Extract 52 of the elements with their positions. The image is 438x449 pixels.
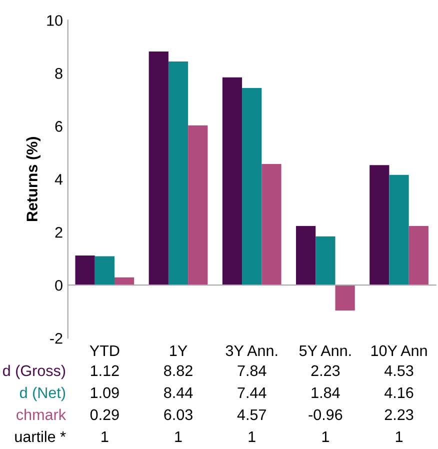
- bar: [168, 62, 188, 286]
- data-label: -0.96: [308, 409, 342, 420]
- text: 1: [175, 431, 182, 442]
- x-tick-label: 10Y Ann: [371, 345, 427, 356]
- data-label: 8.82: [164, 365, 192, 376]
- y-axis-title: Returns (%): [26, 137, 40, 221]
- x-tick-label: 3Y Ann.: [226, 345, 278, 356]
- x-tick-label: YTD: [90, 345, 120, 356]
- bar: [75, 255, 95, 286]
- text: uartile *: [15, 430, 66, 442]
- y-tick-label: 10: [47, 15, 62, 26]
- data-label: 1.84: [312, 387, 340, 398]
- y-tick-label: 0: [55, 280, 62, 291]
- text: 1: [102, 431, 108, 442]
- bar: [242, 88, 262, 286]
- text: 1: [322, 431, 329, 442]
- bar: [262, 164, 282, 286]
- data-label: 7.44: [238, 387, 266, 398]
- text: d (Gross): [2, 364, 66, 380]
- data-label: 4.53: [384, 365, 414, 376]
- bar: [370, 165, 390, 286]
- data-label: 7.84: [238, 365, 266, 376]
- bar: [296, 226, 316, 286]
- text: d (Net): [20, 386, 66, 402]
- y-tick-label: 4: [54, 174, 63, 185]
- data-label: 1.12: [90, 365, 119, 376]
- data-label: 0.29: [90, 409, 119, 420]
- text: chmark: [16, 408, 66, 420]
- data-label: 1.09: [90, 387, 119, 398]
- bar: [389, 174, 409, 286]
- bar: [114, 277, 134, 286]
- data-label: 2.23: [311, 365, 340, 376]
- data-label: 2.23: [384, 409, 414, 420]
- y-tick-label: 2: [55, 227, 62, 238]
- x-tick-label: 1Y: [170, 345, 188, 356]
- y-tick-label: 6: [55, 121, 62, 132]
- data-label: 4.16: [384, 387, 414, 398]
- bar: [148, 51, 168, 286]
- text: 1: [248, 431, 256, 442]
- bar: [94, 256, 114, 286]
- y-tick-label: -2: [50, 332, 62, 344]
- x-tick-label: 5Y Ann.: [299, 345, 351, 356]
- text: 1: [396, 431, 403, 442]
- data-label: 4.57: [237, 409, 266, 420]
- data-label: 6.03: [164, 409, 192, 420]
- data-label: 8.44: [164, 387, 193, 398]
- bar: [335, 285, 355, 311]
- y-tick-label: 8: [55, 68, 62, 79]
- bar: [408, 226, 428, 286]
- bar: [222, 77, 242, 286]
- bar: [188, 125, 208, 286]
- bar: [316, 236, 336, 286]
